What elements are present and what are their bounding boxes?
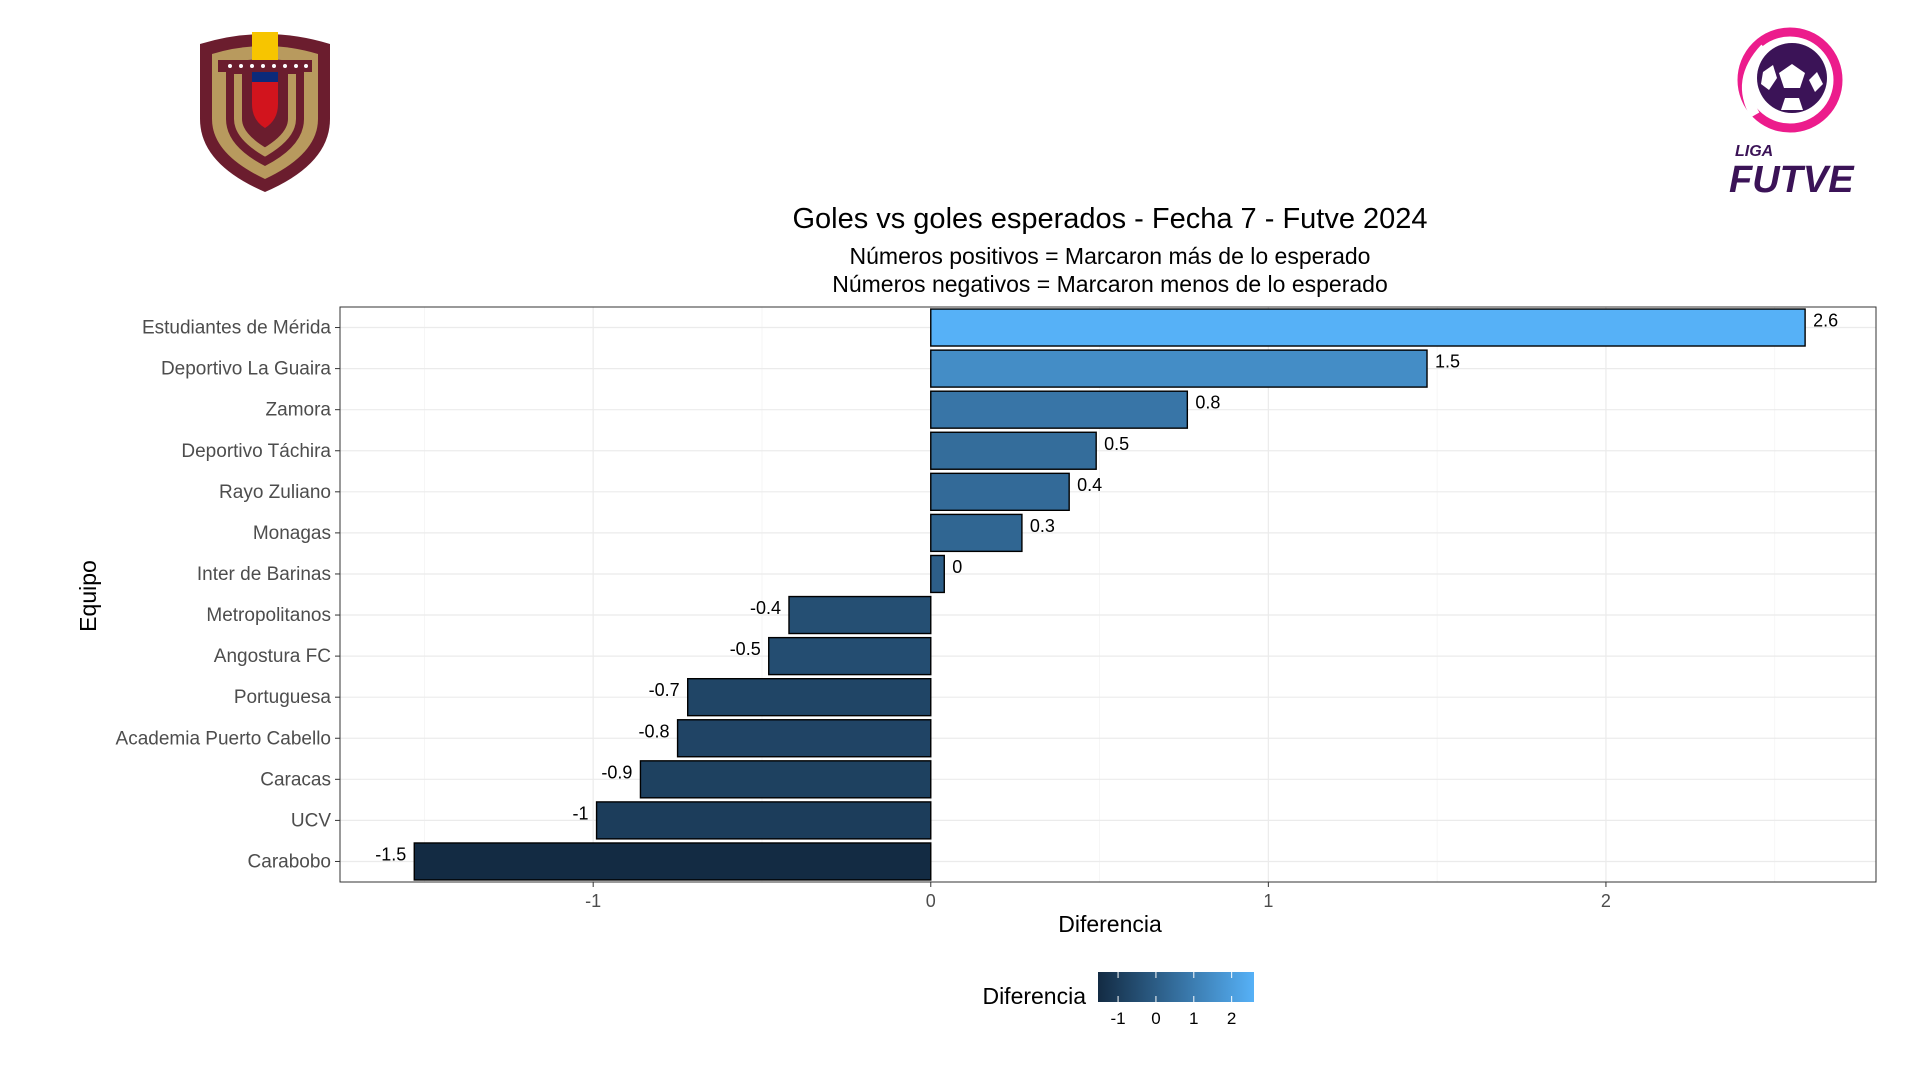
y-tick-label: Academia Puerto Cabello	[116, 728, 331, 749]
bar-value-label: -1	[573, 803, 589, 823]
y-tick-label: Inter de Barinas	[197, 564, 331, 585]
bar	[595, 801, 932, 840]
bar-value-label: -1.5	[375, 844, 406, 864]
legend-title: Diferencia	[982, 983, 1086, 1009]
bar-value-label: 2.6	[1813, 311, 1838, 331]
bars	[413, 308, 1806, 881]
bar	[768, 636, 932, 676]
x-tick-label: 2	[1601, 891, 1611, 911]
x-axis-title: Diferencia	[1058, 911, 1162, 937]
liga-logo-text: LIGA	[1735, 143, 1773, 160]
plot-panel-border	[339, 306, 1877, 883]
bar-value-label: -0.4	[750, 598, 781, 618]
fvf-crest-logo	[200, 32, 330, 192]
bar	[930, 308, 1806, 347]
bar	[930, 554, 945, 594]
bar	[930, 431, 1097, 470]
bar	[930, 513, 1023, 553]
bar-value-label: 0.3	[1030, 516, 1055, 536]
x-tick-label: -1	[585, 891, 601, 911]
bar-value-label: -0.8	[639, 721, 670, 741]
bar	[788, 595, 932, 635]
bar-value-label: -0.5	[730, 639, 761, 659]
legend-tick-label: 1	[1189, 1009, 1198, 1028]
y-tick-label: Estudiantes de Mérida	[142, 318, 331, 339]
bar-value-label: -0.7	[649, 680, 680, 700]
x-tick-label: 0	[926, 891, 936, 911]
legend-colorbar	[1098, 972, 1254, 1002]
bar	[639, 760, 932, 799]
y-tick-label: Zamora	[266, 400, 332, 421]
y-tick-label: Monagas	[253, 523, 331, 544]
legend-tick-label: 2	[1227, 1009, 1236, 1028]
y-tick-label: Caracas	[260, 769, 331, 790]
bar	[413, 842, 932, 881]
y-tick-label: UCV	[291, 810, 331, 831]
legend-tick-label: 0	[1151, 1009, 1160, 1028]
bar-value-label: -0.9	[601, 762, 632, 782]
futve-logo-text: FUTVE	[1729, 159, 1855, 200]
y-tick-label: Carabobo	[248, 851, 331, 872]
bar	[930, 349, 1428, 388]
y-tick-label: Deportivo La Guaira	[161, 359, 331, 380]
y-tick-label: Metropolitanos	[206, 605, 331, 626]
chart-title: Goles vs goles esperados - Fecha 7 - Fut…	[792, 203, 1427, 235]
bar-value-label: 1.5	[1435, 352, 1460, 372]
chart-subtitle-line-2: Números negativos = Marcaron menos de lo…	[832, 271, 1388, 297]
bar-value-label: 0	[952, 557, 962, 577]
y-tick-label: Rayo Zuliano	[219, 482, 331, 503]
y-tick-label: Deportivo Táchira	[181, 441, 331, 462]
y-axis-title: Equipo	[75, 560, 101, 632]
bar	[687, 677, 932, 717]
legend-ticks: -1 0 1 2	[1111, 972, 1236, 1028]
x-tick-label: 1	[1263, 891, 1273, 911]
y-tick-label: Portuguesa	[234, 687, 332, 708]
bar-value-label: 0.4	[1077, 475, 1102, 495]
liga-futve-logo: LIGA FUTVE	[1729, 27, 1855, 200]
bar-labels: 2.6 1.5 0.8 0.5 0.4 0.3 0 -0.4 -0.5 -0.7 -0.8 -0.9 -…	[375, 311, 1838, 865]
bar-value-label: 0.8	[1195, 393, 1220, 413]
bar	[930, 472, 1070, 512]
bar	[676, 719, 932, 758]
bar-value-label: 0.5	[1104, 434, 1129, 454]
bar	[930, 390, 1189, 429]
chart-subtitle-line-1: Números positivos = Marcaron más de lo e…	[850, 243, 1371, 269]
y-tick-label: Angostura FC	[214, 646, 331, 667]
legend-tick-label: -1	[1111, 1009, 1126, 1028]
y-axis-ticks: Estudiantes de Mérida Deportivo La Guaira…	[116, 318, 340, 872]
x-axis-ticks: -1 0 1 2	[585, 882, 1611, 911]
